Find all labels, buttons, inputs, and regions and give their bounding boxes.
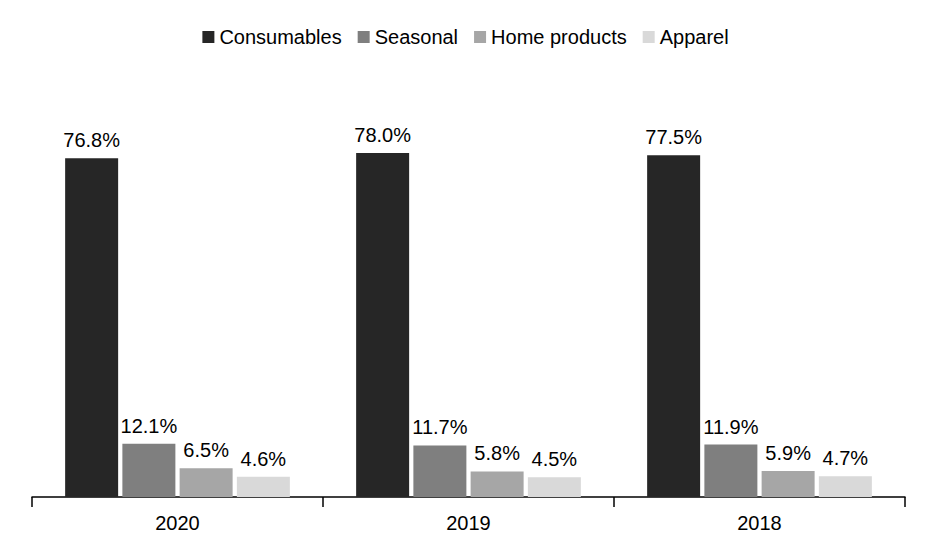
svg-text:Seasonal: Seasonal bbox=[375, 26, 458, 48]
svg-text:2018: 2018 bbox=[737, 512, 782, 534]
svg-text:Consumables: Consumables bbox=[219, 26, 341, 48]
svg-text:11.9%: 11.9% bbox=[703, 416, 758, 438]
svg-text:Apparel: Apparel bbox=[660, 26, 729, 48]
svg-text:11.7%: 11.7% bbox=[412, 416, 467, 438]
svg-text:4.6%: 4.6% bbox=[241, 448, 287, 470]
svg-text:77.5%: 77.5% bbox=[645, 126, 702, 148]
svg-text:6.5%: 6.5% bbox=[183, 439, 229, 461]
svg-text:4.5%: 4.5% bbox=[532, 448, 578, 470]
svg-text:5.9%: 5.9% bbox=[765, 442, 811, 464]
svg-text:4.7%: 4.7% bbox=[823, 447, 869, 469]
svg-text:5.8%: 5.8% bbox=[474, 442, 520, 464]
svg-text:2019: 2019 bbox=[446, 512, 491, 534]
svg-text:78.0%: 78.0% bbox=[354, 124, 411, 146]
svg-text:Home products: Home products bbox=[491, 26, 627, 48]
svg-text:2020: 2020 bbox=[155, 512, 200, 534]
svg-text:12.1%: 12.1% bbox=[121, 415, 178, 437]
svg-text:76.8%: 76.8% bbox=[63, 129, 120, 151]
